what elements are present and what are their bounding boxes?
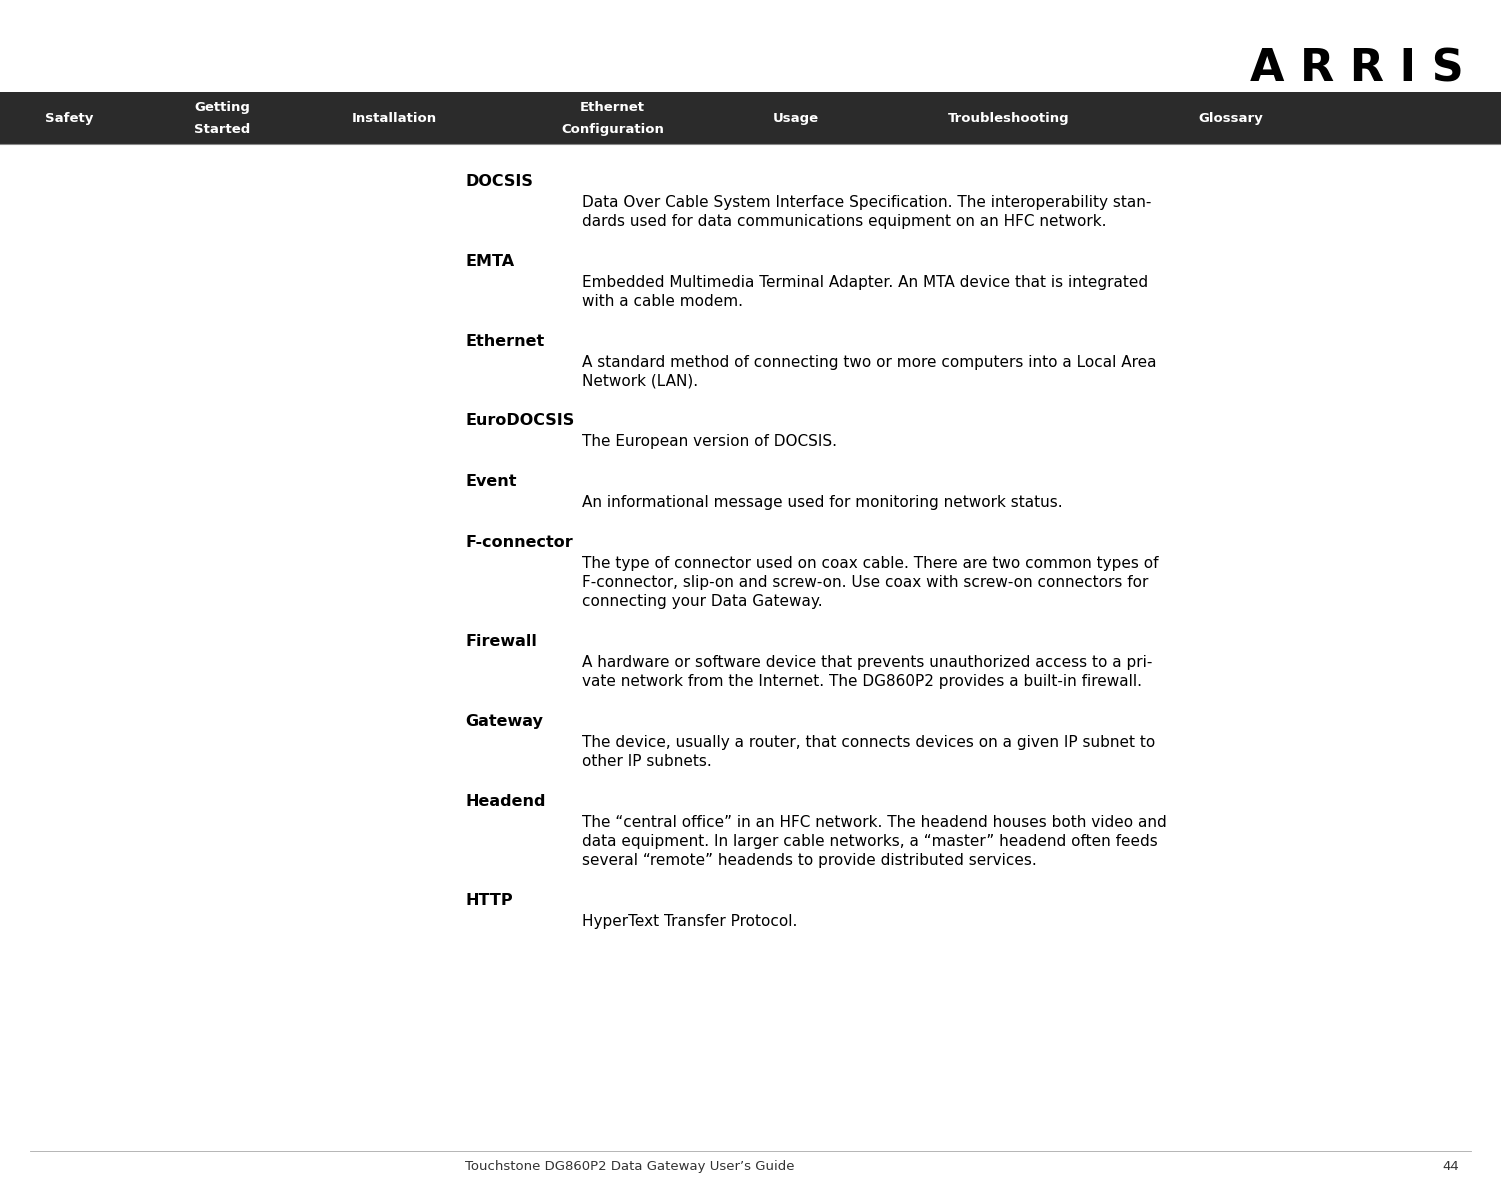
Text: Firewall: Firewall [465,634,537,649]
Text: HyperText Transfer Protocol.: HyperText Transfer Protocol. [582,914,797,928]
Text: 44: 44 [1442,1159,1459,1173]
Text: Ethernet: Ethernet [579,101,645,114]
Text: The European version of DOCSIS.: The European version of DOCSIS. [582,434,838,450]
Text: Started: Started [194,123,251,135]
Text: A R R I S: A R R I S [1250,48,1463,91]
Text: data equipment. In larger cable networks, a “master” headend often feeds: data equipment. In larger cable networks… [582,833,1159,849]
Text: The device, usually a router, that connects devices on a given IP subnet to: The device, usually a router, that conne… [582,735,1156,749]
Text: Getting: Getting [194,101,251,114]
Text: An informational message used for monitoring network status.: An informational message used for monito… [582,495,1063,511]
Bar [0,92,1501,144]
Text: Troubleshooting: Troubleshooting [947,112,1070,125]
Text: Event: Event [465,475,516,489]
Text: Usage: Usage [773,112,818,125]
Text: F-connector: F-connector [465,535,573,550]
Text: vate network from the Internet. The DG860P2 provides a built-in firewall.: vate network from the Internet. The DG86… [582,674,1142,689]
Text: EuroDOCSIS: EuroDOCSIS [465,414,575,428]
Text: A standard method of connecting two or more computers into a Local Area: A standard method of connecting two or m… [582,355,1157,369]
Text: Installation: Installation [353,112,437,125]
Text: Network (LAN).: Network (LAN). [582,374,698,388]
Text: Configuration: Configuration [561,123,663,135]
Text: DOCSIS: DOCSIS [465,174,533,189]
Text: The type of connector used on coax cable. There are two common types of: The type of connector used on coax cable… [582,556,1159,571]
Text: other IP subnets.: other IP subnets. [582,754,711,769]
Text: Gateway: Gateway [465,713,543,729]
Text: EMTA: EMTA [465,254,515,269]
Text: A hardware or software device that prevents unauthorized access to a pri-: A hardware or software device that preve… [582,655,1153,670]
Text: Embedded Multimedia Terminal Adapter. An MTA device that is integrated: Embedded Multimedia Terminal Adapter. An… [582,275,1148,290]
Text: Data Over Cable System Interface Specification. The interoperability stan-: Data Over Cable System Interface Specifi… [582,194,1151,210]
Text: HTTP: HTTP [465,892,513,908]
Text: F-connector, slip-on and screw-on. Use coax with screw-on connectors for: F-connector, slip-on and screw-on. Use c… [582,576,1148,590]
Text: The “central office” in an HFC network. The headend houses both video and: The “central office” in an HFC network. … [582,815,1168,830]
Text: several “remote” headends to provide distributed services.: several “remote” headends to provide dis… [582,852,1037,868]
Text: dards used for data communications equipment on an HFC network.: dards used for data communications equip… [582,213,1106,229]
Text: Headend: Headend [465,794,546,809]
Text: connecting your Data Gateway.: connecting your Data Gateway. [582,594,823,609]
Text: Safety: Safety [45,112,93,125]
Text: Glossary: Glossary [1198,112,1264,125]
Text: with a cable modem.: with a cable modem. [582,294,743,308]
Text: Ethernet: Ethernet [465,333,545,349]
Text: Touchstone DG860P2 Data Gateway User’s Guide: Touchstone DG860P2 Data Gateway User’s G… [465,1159,796,1173]
